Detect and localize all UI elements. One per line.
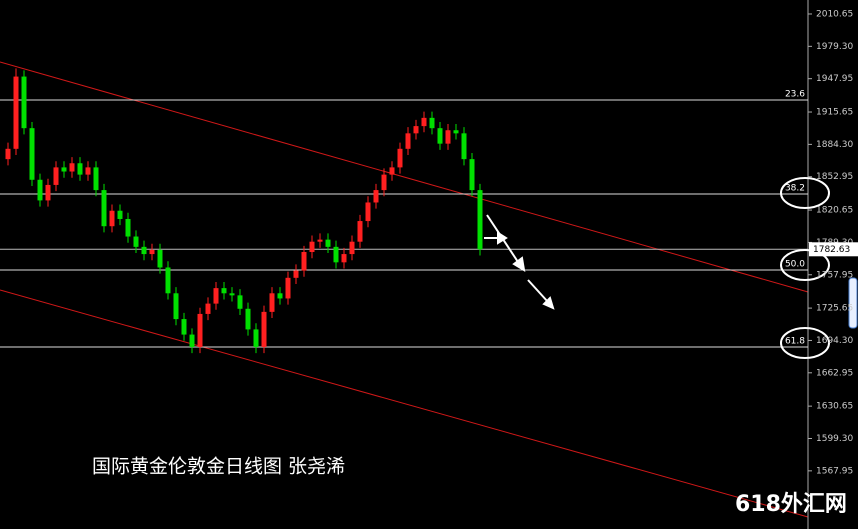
candle-body [429,117,435,129]
y-tick-label: 2010.65 [816,9,853,19]
candle-body [349,241,355,255]
y-tick-label: 1757.95 [816,270,853,280]
candle-body [45,184,51,201]
y-tick-label: 1979.30 [816,42,853,52]
candle-body [237,295,243,309]
candle-body [189,334,195,347]
candle-body [261,311,267,347]
candle-body [293,270,299,278]
y-tick-label: 1884.30 [816,140,853,150]
scrollbar[interactable] [848,277,858,329]
y-tick-label: 1820.65 [816,206,853,216]
candle-body [405,133,411,149]
candle-body [445,130,451,144]
last-price-label: 1782.63 [813,245,850,255]
y-tick-label: 1630.65 [816,402,853,412]
y-tick-label: 1947.95 [816,74,853,84]
candle-body [285,277,291,299]
candle-body [253,329,259,347]
candle-body [229,293,235,296]
y-tick-label: 1852.95 [816,172,853,182]
candle-body [397,148,403,168]
candle-body [269,293,275,312]
candle-body [357,221,363,242]
y-tick-label: 1915.65 [816,108,853,118]
candle-body [197,313,203,347]
arrow-head [497,231,508,245]
candle-body [37,179,43,201]
candle-body [413,126,419,134]
candle-body [245,308,251,330]
candle-body [277,293,283,299]
candle-body [365,202,371,222]
highlight-circle [780,177,830,209]
candle-body [53,167,59,185]
candle-body [29,128,35,180]
fib-label: 23.6 [785,90,805,100]
arrow-head [512,256,526,272]
fib-label: 61.8 [785,336,805,346]
candle-body [149,249,155,255]
arrow-head [542,296,555,310]
candle-body [309,241,315,253]
candle-body [421,117,427,127]
candle-body [61,167,67,172]
candle-body [389,167,395,175]
highlight-circle [780,249,830,281]
candle-body [181,319,187,335]
highlight-circle [780,327,830,359]
fib-label: 50.0 [785,259,805,269]
candle-body [77,163,83,175]
candle-body [205,303,211,314]
candle-body [317,239,323,242]
fib-label: 38.2 [785,184,805,194]
candle-body [213,288,219,304]
candle-body [117,210,123,219]
y-tick-label: 1662.95 [816,368,853,378]
candle-body [69,163,75,172]
candle-body [477,190,483,250]
candle-body [13,76,19,149]
candle-body [93,167,99,191]
candle-body [165,267,171,294]
candle-body [125,218,131,237]
candle-body [373,190,379,203]
candle-body [173,293,179,320]
watermark: 618外汇网 [735,491,847,517]
candle-body [101,190,107,227]
candle-body [301,252,307,271]
y-tick-label: 1567.95 [816,466,853,476]
candle-body [437,128,443,144]
candle-body [5,148,11,160]
candle-body [469,159,475,191]
candle-body [325,239,331,247]
candle-body [85,167,91,175]
candle-body [157,249,163,268]
candle-body [453,130,459,134]
candle-body [461,133,467,160]
plot-area [0,68,808,354]
candle-body [133,236,139,247]
arrows [484,214,555,310]
candle-body [141,246,147,255]
candle-body [109,210,115,227]
y-tick-label: 1599.30 [816,434,853,444]
candle-body [221,288,227,294]
candle-body [333,246,339,263]
last-price-box [809,242,858,257]
candle-body [21,76,27,129]
channel-lower [0,289,809,518]
y-tick-label: 1725.65 [816,304,853,314]
arrow-line [527,279,549,303]
candle-body [341,254,347,263]
candle-body [381,174,387,191]
y-tick-label: 1694.30 [816,336,853,346]
chart-title: 国际黄金伦敦金日线图 张尧浠 [92,456,345,478]
